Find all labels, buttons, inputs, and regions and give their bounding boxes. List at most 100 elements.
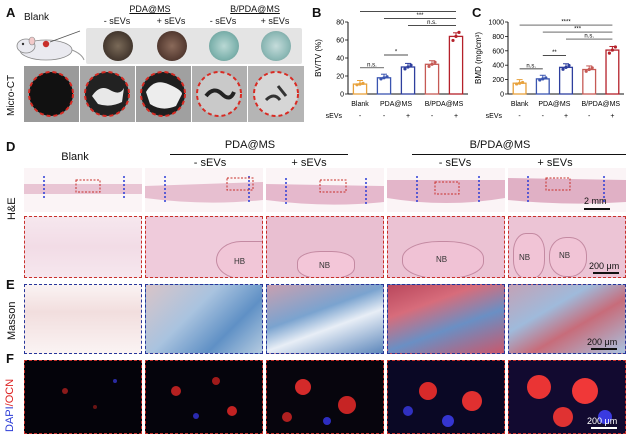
chart-b-point-2-2: [409, 63, 413, 67]
chart-c-point-2-1: [564, 65, 568, 69]
d-group-pda-underline: [170, 154, 348, 155]
chart-c-point-3-0: [584, 69, 588, 73]
nb-region-1: [297, 251, 355, 277]
if-scale-bar: [591, 427, 617, 429]
d-plus-sevs-1: + sEVs: [291, 157, 327, 169]
chart-b-bar-1: [376, 77, 392, 95]
he-high-bpda-plus: NB NB 200 μm: [508, 216, 626, 278]
chart-b-point-3-1: [430, 62, 434, 66]
scaffold-pda-minus: [103, 31, 133, 61]
nb-region-4: [549, 237, 587, 277]
chart-c-point-1-1: [541, 77, 545, 81]
scaffold-bpda-plus: [261, 31, 291, 61]
masson-bpda-minus: [387, 284, 505, 354]
masson-scale-bar: [591, 348, 617, 350]
he-high-scale-bar: [593, 272, 619, 274]
ocn-label: /OCN: [4, 378, 16, 407]
chart-b-sevs-row-label: sEVs: [326, 113, 343, 120]
chart-c-point-4-1: [610, 48, 614, 52]
chart-c-point-3-2: [590, 66, 594, 70]
chart-c-sevs-sign-4: +: [610, 113, 614, 120]
chart-c-bar-4: [605, 49, 620, 95]
panel-label-e: E: [6, 277, 15, 292]
chart-c-point-1-0: [538, 78, 542, 82]
chart-b-sig-label-0: n.s.: [367, 62, 377, 68]
chart-c-point-0-1: [518, 81, 522, 85]
chart-c-ytick-label-1: 200: [492, 77, 504, 84]
d-group-pda: PDA@MS: [224, 139, 276, 151]
minus-sevs-2: - sEVs: [209, 16, 237, 26]
chart-b-point-1-1: [382, 76, 386, 80]
he-low-scale-bar: [584, 208, 610, 210]
chart-b-sig-label-1: *: [395, 50, 398, 56]
chart-b-sevs-sign-4: +: [454, 113, 458, 120]
chart-c-sevs-sign-3: -: [588, 113, 591, 120]
masson-scale-text: 200 μm: [587, 337, 618, 347]
chart-c-sevs-row-label: sEVs: [486, 113, 503, 120]
chart-b-sig-label-3: ***: [416, 13, 424, 19]
chart-c-bar-0: [512, 82, 527, 95]
chart-b-point-2-0: [403, 67, 407, 71]
if-pda-plus: [266, 360, 384, 434]
chart-b-point-4-2: [457, 30, 461, 34]
he-low-scale-text: 2 mm: [584, 196, 607, 206]
d-group-bpda: B/PDA@MS: [469, 139, 531, 151]
chart-b-sevs-sign-1: -: [383, 113, 386, 120]
chart-c-point-4-2: [613, 45, 617, 49]
chart-b-group-2: B/PDA@MS: [425, 101, 464, 108]
chart-b-ytick-label-2: 40: [336, 56, 344, 63]
chart-b-point-3-0: [427, 64, 431, 68]
plus-sevs-1: + sEVs: [156, 16, 186, 26]
panel-label-a: A: [6, 5, 16, 20]
he-high-pda-plus: NB: [266, 216, 384, 278]
he-row-label: H&E: [6, 197, 18, 220]
chart-c-point-1-2: [544, 76, 548, 80]
panel-label-f: F: [6, 351, 14, 366]
he-high-blank: [24, 216, 142, 278]
chart-b-bar-2: [400, 66, 416, 95]
chart-c-sig-label-1: **: [552, 50, 557, 56]
chart-b-ytick-label-1: 20: [336, 74, 344, 81]
chart-b-bar-3: [424, 63, 440, 95]
masson-bpda-plus: 200 μm: [508, 284, 626, 354]
chart-b-point-1-0: [379, 77, 383, 81]
chart-c-ytick-label-2: 400: [492, 63, 504, 70]
panel-label-c: C: [472, 5, 482, 20]
chart-b-ylabel: BV/TV (%): [314, 39, 323, 77]
chart-b-sig-label-2: n.s.: [427, 20, 437, 26]
micro-ct-row: [24, 66, 304, 122]
chart-c-sig-label-2: n.s.: [584, 34, 594, 40]
chart-c-group-2: B/PDA@MS: [581, 101, 620, 108]
masson-row-label: Masson: [6, 301, 18, 340]
chart-c-sig-label-4: ****: [561, 20, 571, 26]
group-label-pda: PDA@MS: [129, 4, 171, 14]
chart-b-sig-label-4: ****: [403, 8, 413, 12]
chart-c-point-0-2: [521, 80, 525, 85]
chart-b-point-1-2: [385, 75, 389, 79]
chart-b-point-2-1: [406, 65, 410, 69]
chart-b-ytick-label-4: 80: [336, 20, 344, 27]
nb-label-1: NB: [319, 261, 331, 270]
dapi-ocn-row-label: DAPI/OCN: [4, 379, 16, 432]
nb-label-4: NB: [559, 251, 571, 260]
if-bpda-minus: [387, 360, 505, 434]
masson-pda-plus: [266, 284, 384, 354]
chart-b-group-0: Blank: [351, 101, 369, 108]
panel-label-b: B: [312, 5, 322, 20]
plus-sevs-2: + sEVs: [260, 16, 290, 26]
nb-label-2: NB: [436, 255, 448, 264]
masson-blank: [24, 284, 142, 354]
hb-region: [216, 241, 262, 277]
scaffold-bpda-minus: [209, 31, 239, 61]
chart-c-point-0-0: [515, 82, 519, 86]
chart-c-ylabel: BMD (mg/cm³): [474, 32, 483, 84]
chart-b-ytick-label-0: 0: [340, 92, 344, 99]
chart-c-ytick-label-3: 600: [492, 48, 504, 55]
blank-label: Blank: [24, 12, 50, 23]
d-minus-sevs-2: - sEVs: [438, 157, 472, 169]
chart-c-sevs-sign-1: -: [542, 113, 545, 120]
hb-label: HB: [234, 257, 246, 266]
he-high-pda-minus: HB: [145, 216, 263, 278]
chart-c-bar-2: [558, 66, 574, 95]
chart-b: BV/TV (%) 0 20 40 60 80 - - + - + Blank PDA@MS B/PDA@…: [312, 6, 474, 132]
